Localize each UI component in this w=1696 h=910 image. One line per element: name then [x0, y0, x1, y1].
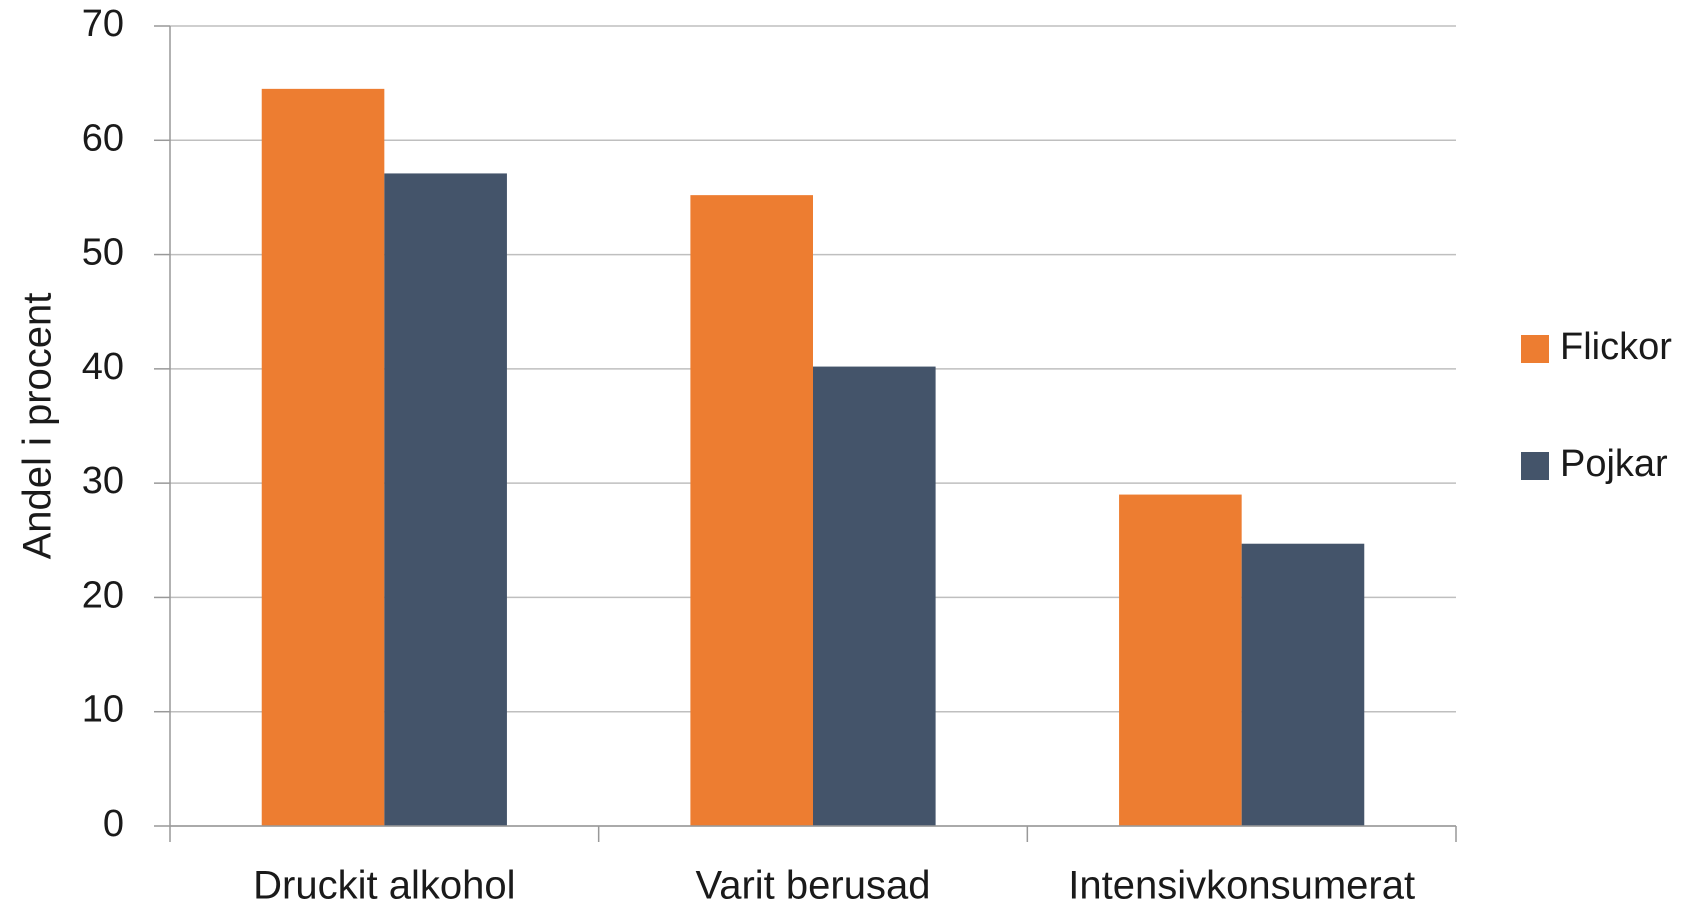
- bar: [1119, 494, 1242, 826]
- bar: [1241, 543, 1365, 826]
- x-tick-label: Intensivkonsumerat: [1068, 864, 1415, 908]
- x-tick-label: Varit berusad: [696, 864, 931, 908]
- legend-swatch: [1521, 452, 1549, 480]
- y-tick-label: 70: [82, 3, 124, 45]
- legend-label: Pojkar: [1560, 443, 1668, 485]
- y-tick-label: 20: [82, 574, 124, 616]
- y-tick-label: 50: [82, 232, 124, 274]
- bar: [384, 173, 507, 826]
- legend-swatch: [1521, 335, 1549, 363]
- bar: [813, 366, 936, 826]
- bar: [261, 88, 385, 827]
- y-tick-label: 40: [82, 346, 124, 388]
- legend-label: Flickor: [1560, 326, 1672, 368]
- y-tick-label: 30: [82, 460, 124, 502]
- x-tick-label: Druckit alkohol: [253, 864, 515, 908]
- y-tick-label: 60: [82, 117, 124, 159]
- y-axis-label: Andel i procent: [16, 293, 60, 560]
- y-tick-label: 0: [103, 803, 124, 845]
- bar: [690, 195, 813, 827]
- y-tick-label: 10: [82, 689, 124, 731]
